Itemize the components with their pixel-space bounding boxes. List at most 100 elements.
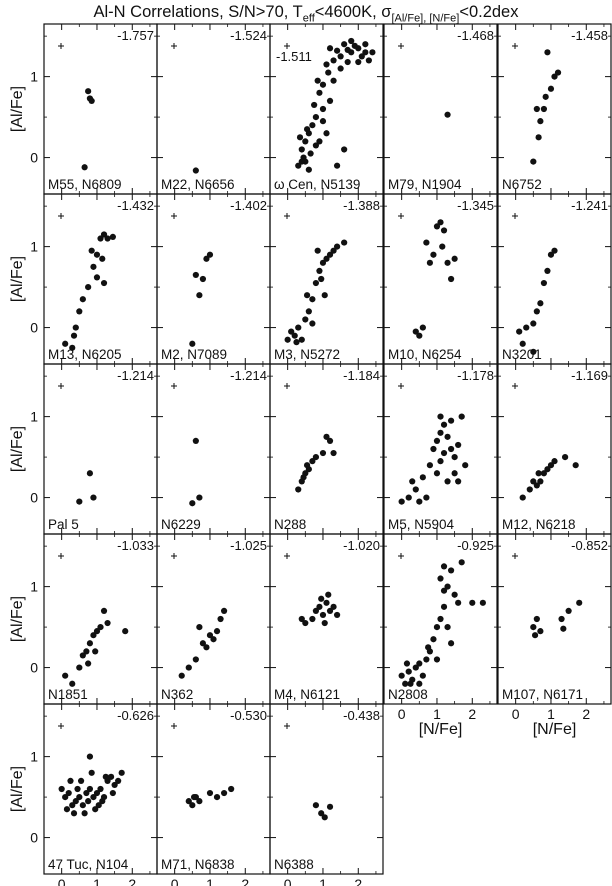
data-point <box>196 494 203 501</box>
panel-cluster-label: M4, N6121 <box>274 687 340 702</box>
data-point <box>189 802 196 809</box>
data-point <box>206 251 214 258</box>
data-point <box>535 134 542 141</box>
data-point <box>344 58 351 66</box>
panel-cluster-label: M13, N6205 <box>48 347 122 362</box>
data-point <box>303 292 311 299</box>
data-point <box>437 575 444 582</box>
data-point <box>540 279 548 287</box>
data-point <box>92 806 99 813</box>
data-point <box>405 668 412 675</box>
data-point <box>86 640 94 647</box>
panel-value-label: -1.178 <box>457 368 494 383</box>
data-point <box>115 777 122 785</box>
data-point <box>67 777 74 785</box>
data-point <box>433 223 441 230</box>
data-point <box>560 625 567 632</box>
data-point <box>433 470 441 477</box>
data-point <box>440 449 448 457</box>
data-point <box>97 785 104 793</box>
panel-m107-n6171: -0.852 M107, N6171 0 1 2 [N/Fe] <box>497 533 612 738</box>
panel-value-label: -1.345 <box>457 198 494 213</box>
data-point <box>97 235 104 242</box>
panel-frame <box>497 533 612 705</box>
data-point <box>192 271 199 279</box>
data-point <box>330 57 337 64</box>
panel-frame <box>383 533 498 705</box>
figure-title: Al-N Correlations, S/N>70, Teff<4600K, σ… <box>0 3 612 24</box>
data-point <box>455 478 462 485</box>
data-point <box>318 595 325 602</box>
data-point <box>330 449 337 457</box>
panel-frame <box>269 533 384 705</box>
data-point <box>439 243 446 250</box>
data-point <box>447 417 455 424</box>
data-point <box>97 623 104 631</box>
y-axis-label: [Al/Fe] <box>9 766 26 812</box>
panel-frame <box>156 703 271 875</box>
data-point <box>319 118 327 125</box>
panel-cluster-label: N6229 <box>161 517 201 532</box>
x-tick-label: 2 <box>468 706 476 722</box>
data-point <box>309 615 316 623</box>
data-point <box>58 785 65 793</box>
panel-cluster-label: N288 <box>274 517 306 532</box>
data-point <box>437 615 444 623</box>
data-point <box>419 324 426 331</box>
data-point <box>90 632 97 639</box>
panel-frame <box>269 363 384 535</box>
data-point <box>416 498 423 505</box>
data-point <box>437 219 444 226</box>
data-point <box>309 458 316 465</box>
x-tick-label: 2 <box>582 706 590 722</box>
panel-cluster-label: M12, N6218 <box>502 517 576 532</box>
data-point <box>307 150 314 157</box>
panel-m3-n5272: -1.388 M3, N5272 <box>269 193 384 365</box>
data-point <box>85 88 92 95</box>
data-point <box>217 615 224 623</box>
panel-cluster-label: M22, N6656 <box>161 177 235 192</box>
data-point <box>551 458 558 465</box>
data-point <box>92 648 99 655</box>
data-point <box>419 672 426 679</box>
data-point <box>62 340 69 347</box>
title-sigma-sub: [Al/Fe], [N/Fe] <box>391 12 460 25</box>
data-point <box>341 146 348 153</box>
panel-frame <box>43 23 158 195</box>
data-point <box>206 789 214 797</box>
panel-m22-n6656: -1.524 M22, N6656 <box>156 23 271 195</box>
data-point <box>69 344 76 351</box>
data-point <box>77 777 85 785</box>
data-point <box>355 58 362 66</box>
data-point <box>451 453 458 461</box>
data-point <box>416 680 423 687</box>
data-point <box>93 251 101 258</box>
x-tick-label: 0 <box>398 706 406 722</box>
data-point <box>302 619 309 627</box>
panel-value-label: -1.241 <box>571 198 608 213</box>
panel-frame <box>43 533 158 705</box>
data-point <box>330 247 337 254</box>
data-point <box>433 656 441 663</box>
data-point <box>440 603 448 610</box>
data-point <box>547 85 555 92</box>
data-point <box>323 130 330 137</box>
data-point <box>444 259 451 266</box>
data-point <box>561 453 569 461</box>
y-tick-label: 0 <box>30 490 38 506</box>
panel-value-label: -1.757 <box>117 28 154 43</box>
data-point <box>90 263 97 270</box>
data-point <box>479 599 486 606</box>
panel-value-label: -0.438 <box>343 708 380 723</box>
data-point <box>102 773 109 780</box>
data-point <box>531 632 539 639</box>
data-point <box>69 802 76 809</box>
data-point <box>530 320 537 327</box>
data-point <box>203 255 210 262</box>
panel--cen-n5139: -1.511 ω Cen, N5139 <box>269 23 384 195</box>
panel-m5-n5904: -1.178 M5, N5904 <box>383 363 498 535</box>
data-point <box>206 632 214 639</box>
data-point <box>537 478 544 485</box>
data-point <box>462 462 469 469</box>
data-point <box>109 789 116 797</box>
